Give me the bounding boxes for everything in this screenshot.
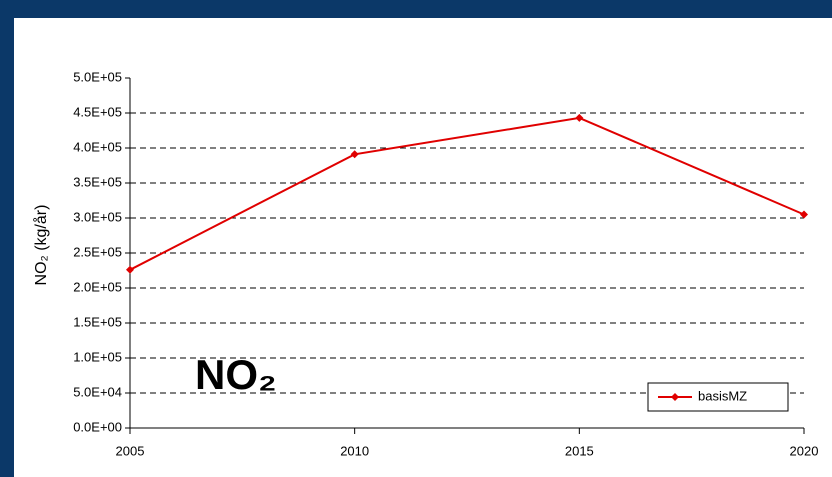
y-tick-label: 3.5E+05 [73, 174, 122, 189]
y-tick-label: 0.0E+00 [73, 419, 122, 434]
x-tick-label: 2005 [116, 443, 145, 458]
y-axis-label: NO₂ (kg/år) [32, 205, 50, 286]
x-tick-label: 2020 [790, 443, 819, 458]
y-tick-label: 4.5E+05 [73, 104, 122, 119]
y-tick-label: 2.5E+05 [73, 244, 122, 259]
y-tick-label: 3.0E+05 [73, 209, 122, 224]
y-tick-label: 2.0E+05 [73, 279, 122, 294]
y-tick-label: 5.0E+04 [73, 384, 122, 399]
y-tick-label: 4.0E+05 [73, 139, 122, 154]
series-line [129, 116, 805, 271]
data-point [126, 265, 134, 274]
x-tick-label: 2010 [340, 443, 369, 458]
annotation: NO₂ [195, 351, 277, 398]
y-tick-label: 5.0E+05 [73, 69, 122, 84]
data-point [575, 113, 584, 122]
y-tick-label: 1.5E+05 [73, 314, 122, 329]
legend-marker [671, 393, 679, 401]
y-tick-label: 1.0E+05 [73, 349, 122, 364]
x-tick-label: 2015 [565, 443, 594, 458]
data-point [800, 210, 808, 219]
legend-label: basisMZ [698, 388, 747, 403]
data-point [350, 150, 359, 159]
